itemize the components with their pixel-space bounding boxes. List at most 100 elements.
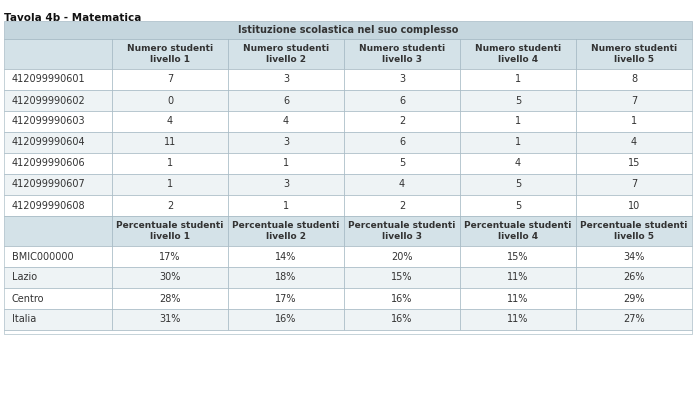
FancyBboxPatch shape: [112, 288, 228, 309]
FancyBboxPatch shape: [112, 153, 228, 174]
Text: Numero studenti
livello 1: Numero studenti livello 1: [127, 44, 213, 64]
Text: 28%: 28%: [159, 293, 181, 303]
Text: 4: 4: [167, 117, 173, 126]
Text: 5: 5: [399, 158, 405, 169]
FancyBboxPatch shape: [228, 216, 344, 246]
FancyBboxPatch shape: [344, 288, 460, 309]
FancyBboxPatch shape: [4, 90, 112, 111]
FancyBboxPatch shape: [228, 309, 344, 330]
Text: 31%: 31%: [159, 314, 181, 325]
FancyBboxPatch shape: [344, 39, 460, 69]
Text: Centro: Centro: [12, 293, 44, 303]
Text: 16%: 16%: [276, 314, 296, 325]
Text: 15%: 15%: [391, 273, 413, 282]
Text: 7: 7: [167, 75, 173, 85]
FancyBboxPatch shape: [4, 267, 112, 288]
Text: 4: 4: [399, 179, 405, 190]
FancyBboxPatch shape: [460, 267, 576, 288]
Text: 1: 1: [167, 179, 173, 190]
Text: 14%: 14%: [276, 252, 296, 261]
Text: 18%: 18%: [276, 273, 296, 282]
Text: 5: 5: [515, 96, 521, 105]
Text: 16%: 16%: [391, 314, 413, 325]
Text: 11: 11: [164, 137, 176, 147]
FancyBboxPatch shape: [112, 267, 228, 288]
Text: 412099990607: 412099990607: [12, 179, 86, 190]
FancyBboxPatch shape: [112, 216, 228, 246]
Text: 20%: 20%: [391, 252, 413, 261]
Text: 1: 1: [283, 201, 289, 211]
FancyBboxPatch shape: [460, 216, 576, 246]
Text: 412099990603: 412099990603: [12, 117, 85, 126]
FancyBboxPatch shape: [576, 309, 692, 330]
Text: Percentuale studenti
livello 2: Percentuale studenti livello 2: [232, 221, 340, 241]
Text: Percentuale studenti
livello 4: Percentuale studenti livello 4: [464, 221, 571, 241]
Text: 17%: 17%: [159, 252, 181, 261]
FancyBboxPatch shape: [4, 246, 112, 267]
Text: 27%: 27%: [623, 314, 644, 325]
Text: 2: 2: [399, 201, 405, 211]
FancyBboxPatch shape: [112, 132, 228, 153]
FancyBboxPatch shape: [112, 39, 228, 69]
FancyBboxPatch shape: [4, 174, 112, 195]
FancyBboxPatch shape: [112, 90, 228, 111]
FancyBboxPatch shape: [460, 288, 576, 309]
FancyBboxPatch shape: [460, 309, 576, 330]
FancyBboxPatch shape: [576, 195, 692, 216]
Text: Lazio: Lazio: [12, 273, 37, 282]
FancyBboxPatch shape: [228, 39, 344, 69]
FancyBboxPatch shape: [344, 132, 460, 153]
Text: 7: 7: [631, 96, 637, 105]
Text: 412099990604: 412099990604: [12, 137, 85, 147]
Text: 10: 10: [628, 201, 640, 211]
FancyBboxPatch shape: [576, 90, 692, 111]
FancyBboxPatch shape: [4, 330, 692, 334]
Text: 1: 1: [631, 117, 637, 126]
FancyBboxPatch shape: [576, 153, 692, 174]
Text: Italia: Italia: [12, 314, 35, 325]
FancyBboxPatch shape: [344, 195, 460, 216]
FancyBboxPatch shape: [228, 288, 344, 309]
FancyBboxPatch shape: [228, 195, 344, 216]
Text: 29%: 29%: [623, 293, 644, 303]
Text: 4: 4: [283, 117, 289, 126]
Text: 412099990602: 412099990602: [12, 96, 86, 105]
FancyBboxPatch shape: [228, 90, 344, 111]
FancyBboxPatch shape: [228, 246, 344, 267]
Text: 4: 4: [515, 158, 521, 169]
FancyBboxPatch shape: [576, 132, 692, 153]
FancyBboxPatch shape: [228, 111, 344, 132]
FancyBboxPatch shape: [344, 174, 460, 195]
FancyBboxPatch shape: [344, 267, 460, 288]
FancyBboxPatch shape: [228, 267, 344, 288]
FancyBboxPatch shape: [4, 69, 112, 90]
Text: 412099990608: 412099990608: [12, 201, 85, 211]
FancyBboxPatch shape: [344, 69, 460, 90]
FancyBboxPatch shape: [344, 90, 460, 111]
FancyBboxPatch shape: [4, 39, 112, 69]
Text: 0: 0: [167, 96, 173, 105]
Text: 1: 1: [167, 158, 173, 169]
FancyBboxPatch shape: [344, 111, 460, 132]
Text: 2: 2: [167, 201, 173, 211]
FancyBboxPatch shape: [228, 69, 344, 90]
Text: BMIC000000: BMIC000000: [12, 252, 73, 261]
Text: 5: 5: [515, 201, 521, 211]
FancyBboxPatch shape: [344, 153, 460, 174]
FancyBboxPatch shape: [4, 132, 112, 153]
FancyBboxPatch shape: [576, 174, 692, 195]
Text: Numero studenti
livello 3: Numero studenti livello 3: [359, 44, 445, 64]
FancyBboxPatch shape: [4, 21, 692, 39]
FancyBboxPatch shape: [4, 216, 112, 246]
Text: 30%: 30%: [159, 273, 181, 282]
Text: 26%: 26%: [623, 273, 644, 282]
FancyBboxPatch shape: [576, 246, 692, 267]
FancyBboxPatch shape: [576, 111, 692, 132]
Text: 1: 1: [283, 158, 289, 169]
Text: 6: 6: [399, 96, 405, 105]
FancyBboxPatch shape: [460, 132, 576, 153]
FancyBboxPatch shape: [344, 216, 460, 246]
Text: 6: 6: [283, 96, 289, 105]
Text: Percentuale studenti
livello 1: Percentuale studenti livello 1: [116, 221, 223, 241]
Text: 1: 1: [515, 117, 521, 126]
